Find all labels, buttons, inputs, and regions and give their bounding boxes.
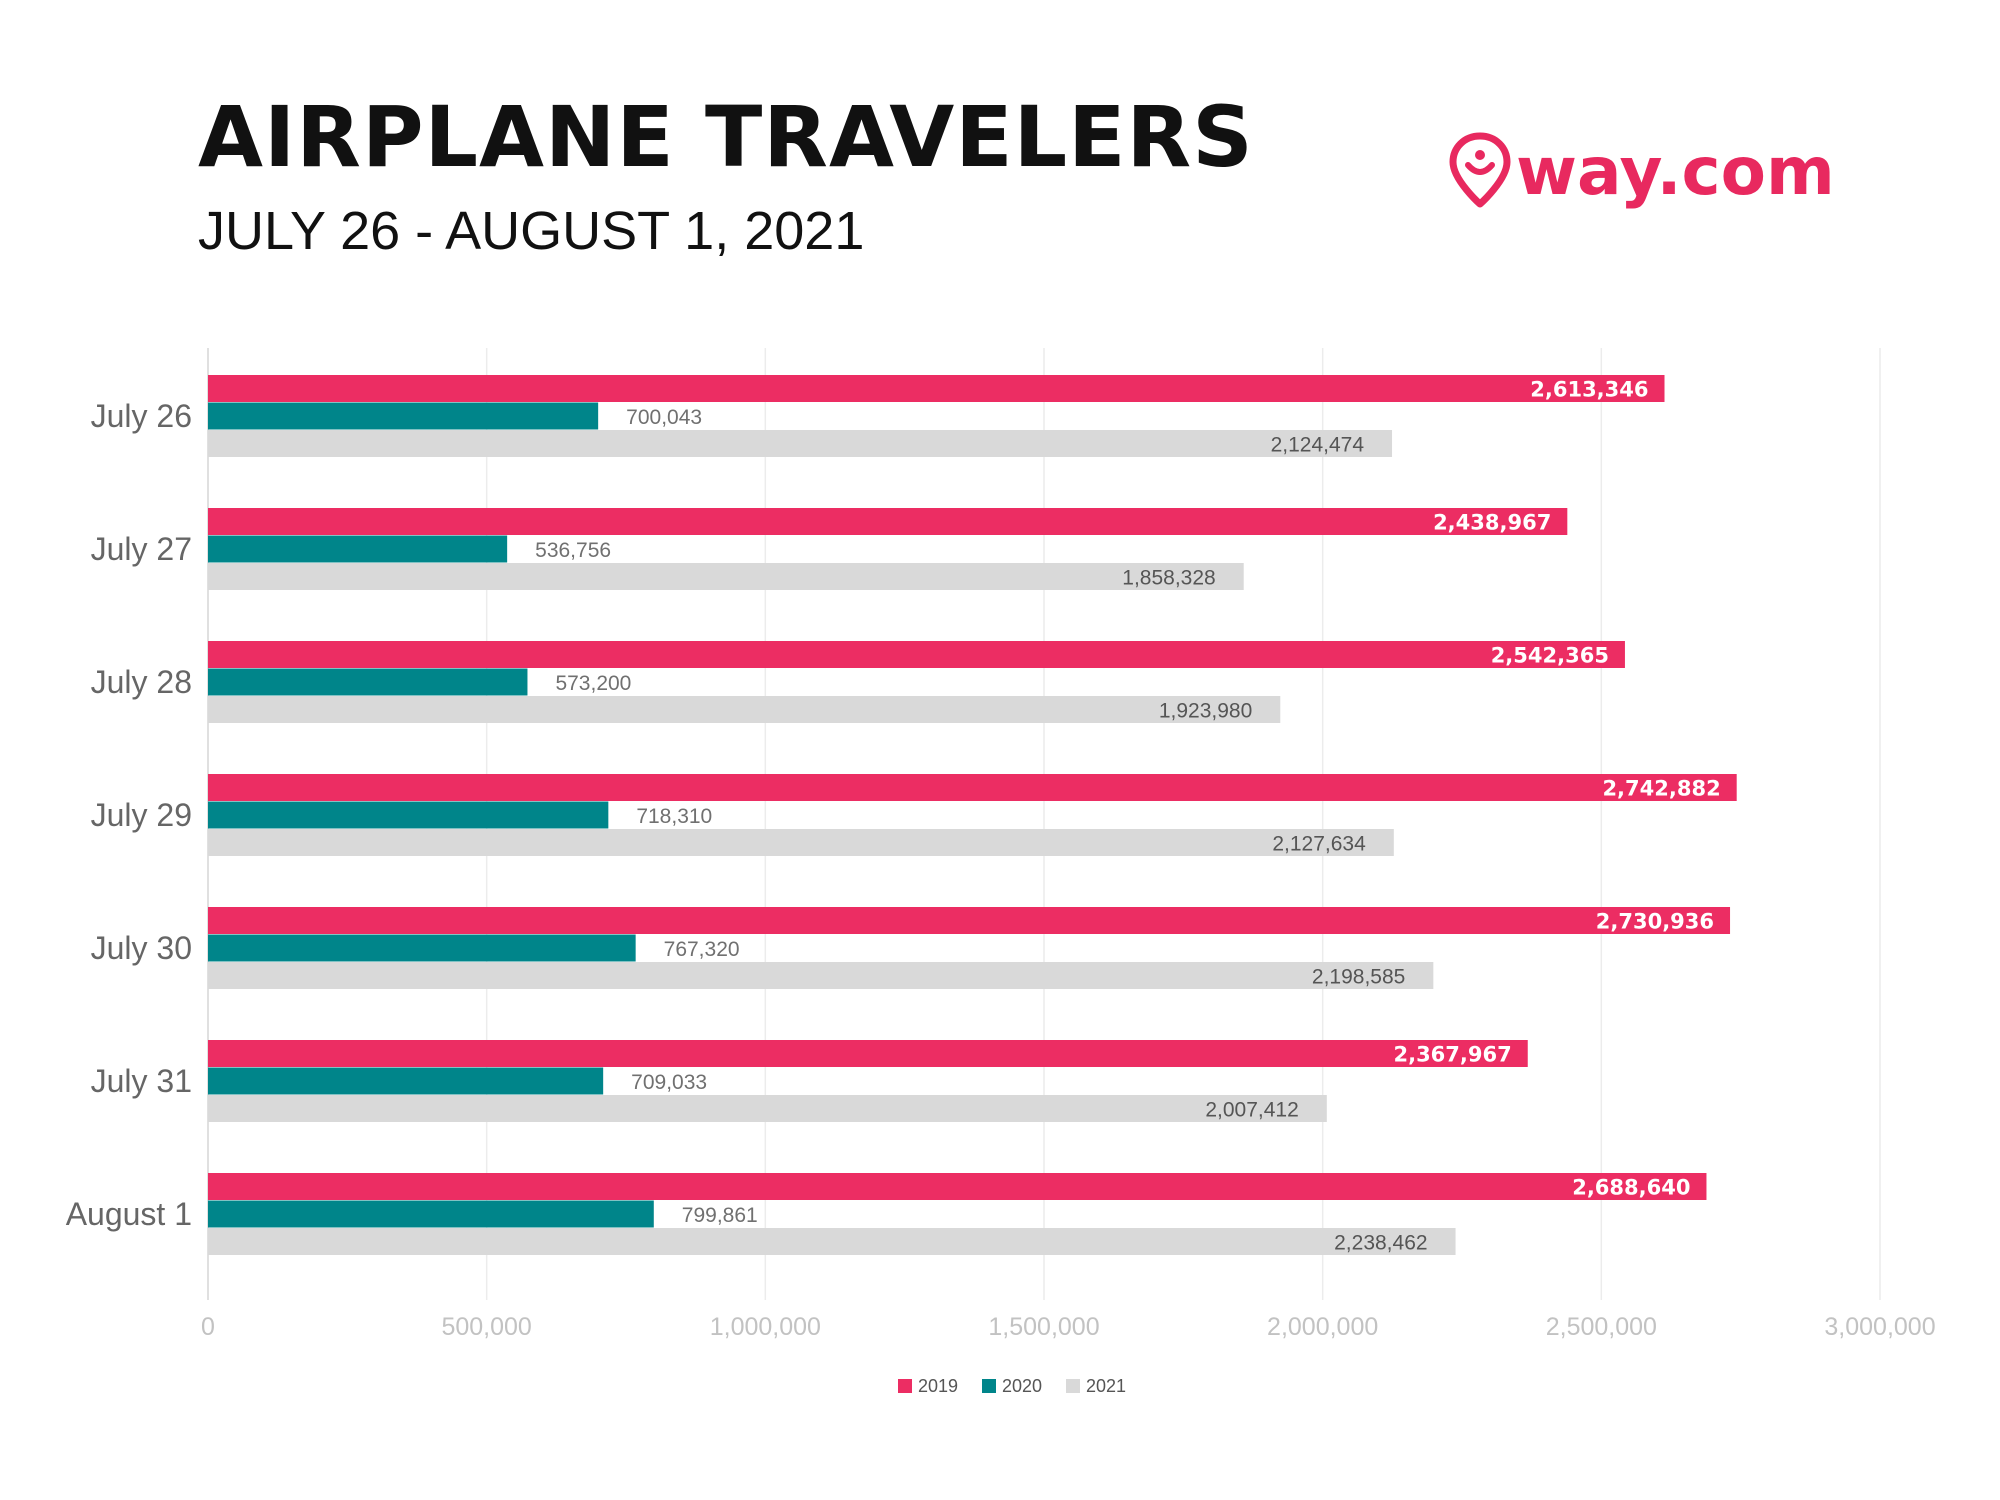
chart-title: AIRPLANE TRAVELERS — [198, 88, 1254, 186]
bar-2021 — [208, 696, 1281, 723]
data-label: 2,367,967 — [1393, 1043, 1511, 1067]
bar-2019 — [208, 907, 1731, 934]
location-pin-icon — [1449, 132, 1511, 208]
category-label: July 30 — [91, 930, 192, 966]
bar-2020 — [208, 1200, 654, 1228]
category-label: July 26 — [91, 398, 192, 434]
legend-swatch-2021 — [1066, 1379, 1080, 1393]
data-label: 536,756 — [535, 539, 611, 562]
bar-2020 — [208, 801, 609, 829]
data-label: 2,730,936 — [1596, 910, 1714, 934]
chart-subtitle: JULY 26 - AUGUST 1, 2021 — [198, 201, 865, 261]
data-label: 709,033 — [631, 1071, 707, 1094]
category-label: July 29 — [91, 797, 192, 833]
legend-label: 2020 — [1002, 1376, 1042, 1396]
data-label: 2,127,634 — [1272, 833, 1366, 856]
bar-2019 — [208, 1040, 1528, 1067]
legend-label: 2019 — [918, 1376, 958, 1396]
data-label: 718,310 — [636, 805, 712, 828]
legend-label: 2021 — [1086, 1376, 1126, 1396]
bar-2019 — [208, 1173, 1707, 1200]
value-axis: 0 500,000 1,000,000 1,500,000 2,000,000 2,500… — [201, 1313, 1936, 1341]
bar-2020 — [208, 668, 528, 696]
bar-2019 — [208, 641, 1625, 668]
data-label: 799,861 — [682, 1204, 758, 1227]
bar-2021 — [208, 962, 1434, 989]
bar-2020 — [208, 934, 636, 962]
x-tick-label: 0 — [201, 1313, 215, 1341]
bar-2020 — [208, 1067, 604, 1095]
bar-2019 — [208, 774, 1737, 801]
category-label: July 27 — [91, 531, 192, 567]
bar-2020 — [208, 402, 599, 430]
data-label: 2,238,462 — [1334, 1232, 1427, 1255]
brand-logo: way.com — [1448, 132, 1835, 210]
legend: 2019 2020 2021 — [898, 1376, 1126, 1396]
data-label: 2,438,967 — [1433, 511, 1551, 535]
legend-swatch-2020 — [982, 1379, 996, 1393]
x-tick-label: 2,000,000 — [1267, 1313, 1378, 1341]
bar-2021 — [208, 1228, 1456, 1255]
x-tick-label: 3,000,000 — [1824, 1313, 1935, 1341]
data-label: 1,858,328 — [1122, 567, 1215, 590]
bar-2021 — [208, 563, 1244, 590]
bar-2019 — [208, 508, 1568, 535]
x-tick-label: 1,500,000 — [988, 1313, 1099, 1341]
data-label: 767,320 — [664, 938, 740, 961]
data-label: 2,198,585 — [1312, 966, 1405, 989]
data-label: 1,923,980 — [1159, 700, 1252, 723]
bar-2021 — [208, 829, 1394, 856]
data-label: 2,742,882 — [1602, 777, 1720, 801]
bars-layer — [208, 375, 1737, 1255]
category-label: July 31 — [91, 1063, 192, 1099]
logo-wordmark: way.com — [1516, 132, 1835, 210]
data-label: 2,613,346 — [1530, 378, 1648, 402]
data-label: 700,043 — [626, 406, 702, 429]
bar-2019 — [208, 375, 1665, 402]
x-tick-label: 500,000 — [441, 1313, 531, 1341]
x-tick-label: 1,000,000 — [710, 1313, 821, 1341]
legend-swatch-2019 — [898, 1379, 912, 1393]
bar-2020 — [208, 535, 508, 563]
data-label: 2,688,640 — [1572, 1176, 1690, 1200]
x-tick-label: 2,500,000 — [1546, 1313, 1657, 1341]
data-labels-layer: 2,613,346 700,043 2,124,474 2,438,967 536,75… — [535, 378, 1721, 1255]
data-label: 2,542,365 — [1491, 644, 1609, 668]
bar-2021 — [208, 1095, 1327, 1122]
category-label: July 28 — [91, 664, 192, 700]
data-label: 2,124,474 — [1271, 434, 1365, 457]
category-axis: July 26 July 27 July 28 July 29 July 30 July … — [66, 398, 192, 1232]
data-label: 573,200 — [555, 672, 631, 695]
data-label: 2,007,412 — [1205, 1099, 1298, 1122]
bar-2021 — [208, 430, 1393, 457]
category-label: August 1 — [66, 1196, 192, 1232]
